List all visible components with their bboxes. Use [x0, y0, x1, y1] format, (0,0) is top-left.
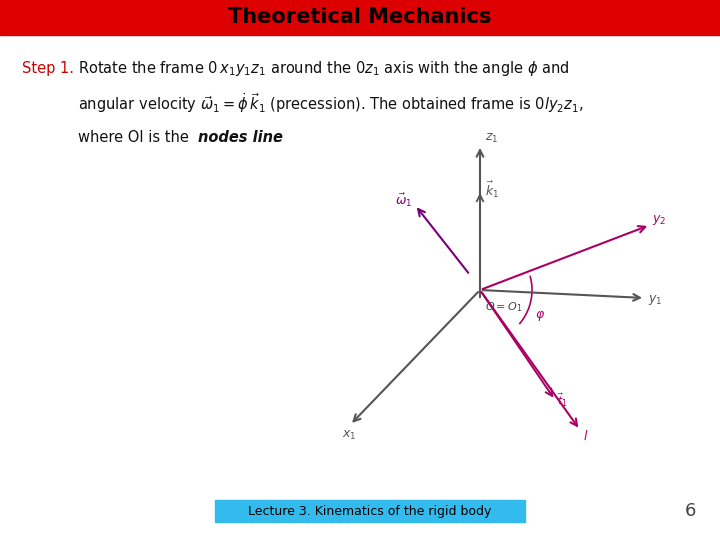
Text: angular velocity $\vec{\omega}_1 = \dot{\phi}\,\vec{k}_1$ (precession). The obta: angular velocity $\vec{\omega}_1 = \dot{… [78, 91, 584, 115]
Text: 6: 6 [684, 502, 696, 520]
Text: Theoretical Mechanics: Theoretical Mechanics [228, 7, 492, 27]
Text: $y_1$: $y_1$ [648, 293, 662, 307]
Text: $\vec{k}_1$: $\vec{k}_1$ [485, 180, 499, 200]
Text: Lecture 3. Kinematics of the rigid body: Lecture 3. Kinematics of the rigid body [248, 504, 492, 517]
Text: where OI is the: where OI is the [78, 131, 194, 145]
Text: Rotate the frame $0\,x_1 y_1 z_1$ around the $0z_1$ axis with the angle $\phi$ a: Rotate the frame $0\,x_1 y_1 z_1$ around… [78, 58, 570, 78]
Text: Step 1.: Step 1. [22, 60, 74, 76]
Text: $l$: $l$ [583, 429, 588, 443]
Text: $\varphi$: $\varphi$ [535, 309, 545, 323]
Bar [0, 0, 720, 35]
Text: nodes line: nodes line [198, 131, 283, 145]
Text: $\vec{t}_1$: $\vec{t}_1$ [557, 392, 567, 409]
Text: $\vec{\omega}_1$: $\vec{\omega}_1$ [395, 191, 413, 208]
Text: $z_1$: $z_1$ [485, 131, 498, 145]
Text: .: . [272, 131, 276, 145]
Bar [215, 500, 525, 522]
Text: $O=O_1$: $O=O_1$ [485, 300, 523, 314]
Text: $x_1$: $x_1$ [342, 429, 356, 442]
Text: $y_2$: $y_2$ [652, 213, 666, 227]
